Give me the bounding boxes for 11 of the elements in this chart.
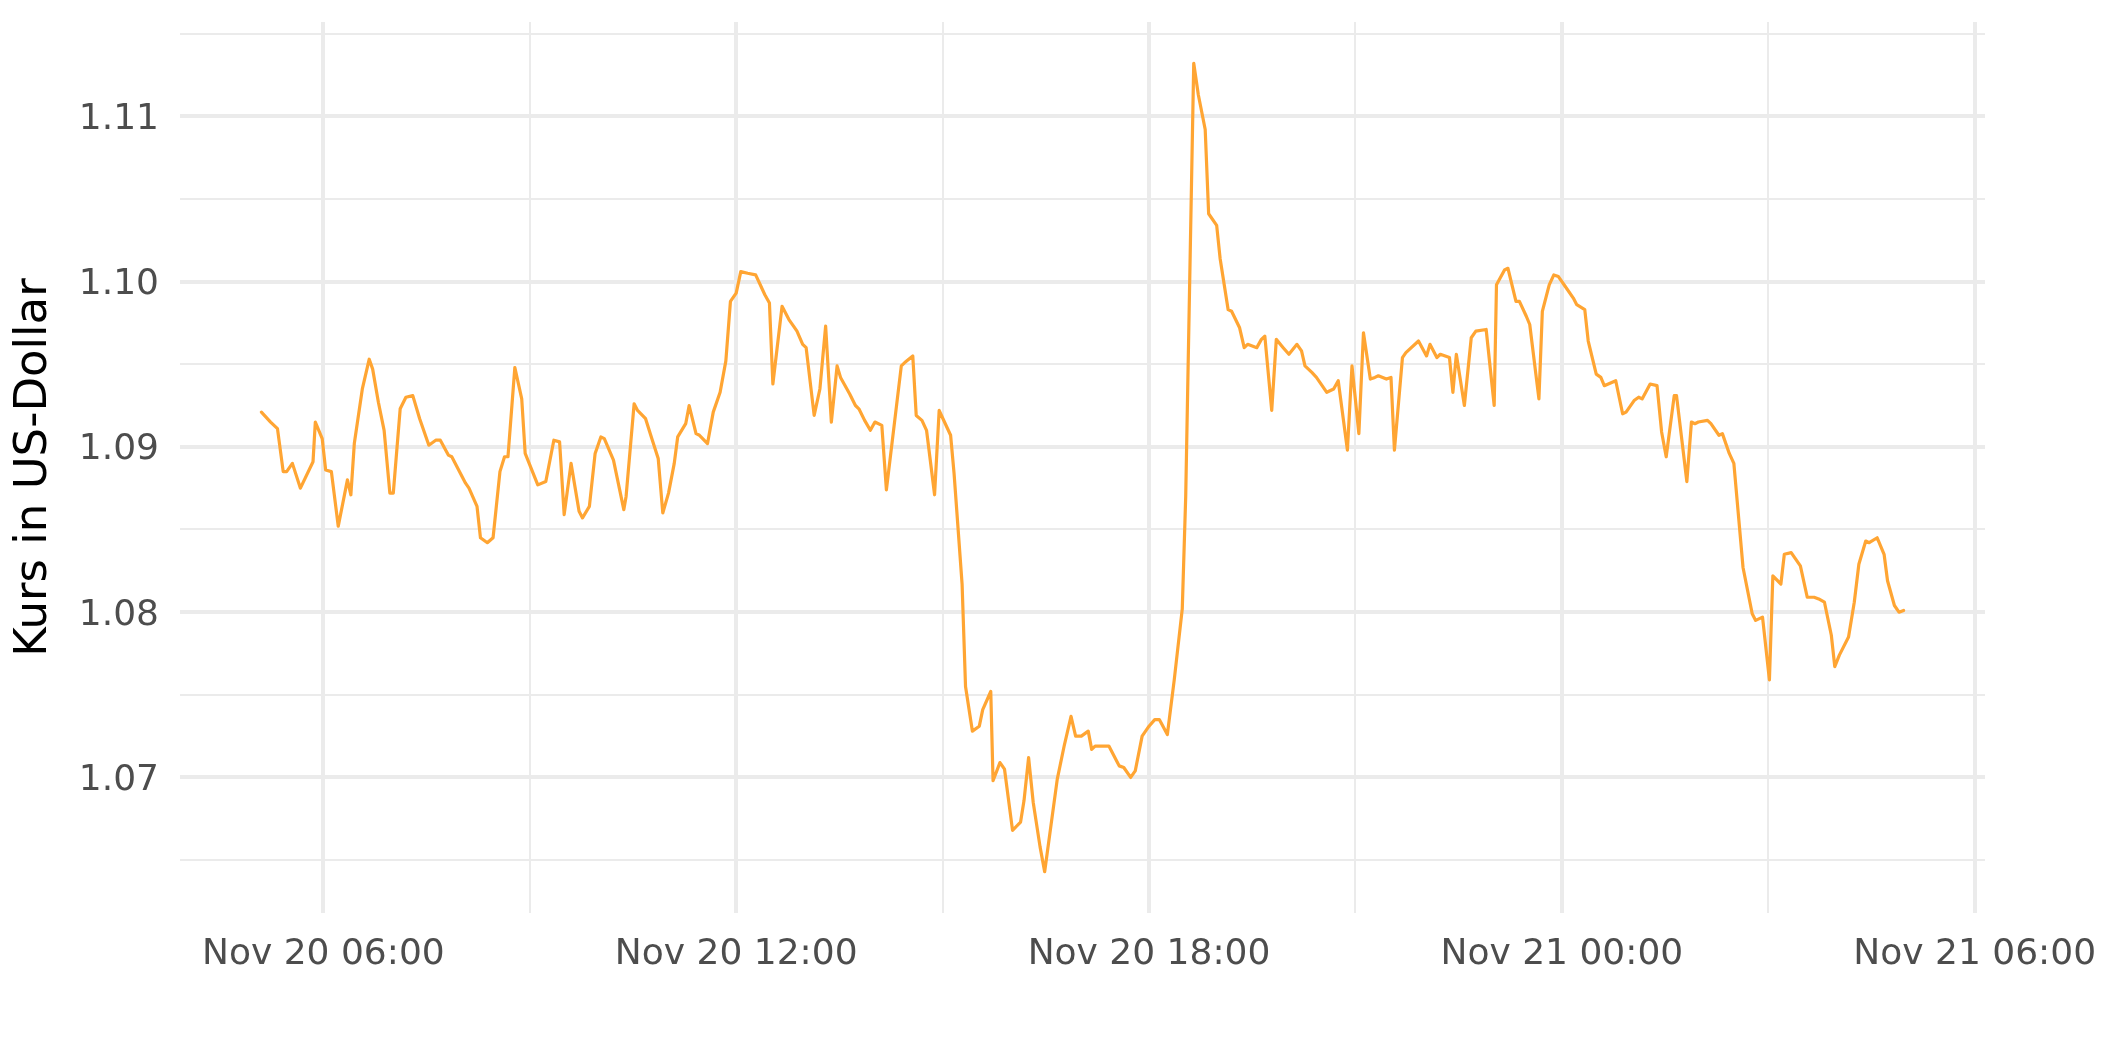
y-tick-label: 1.10 <box>78 261 159 303</box>
y-tick-label: 1.07 <box>78 757 159 799</box>
x-tick-label: Nov 20 12:00 <box>614 931 858 972</box>
y-tick-label: 1.08 <box>78 591 159 633</box>
y-tick-label: 1.11 <box>78 95 159 137</box>
x-tick-label: Nov 21 00:00 <box>1440 931 1684 972</box>
x-tick-label: Nov 21 06:00 <box>1853 931 2097 972</box>
x-tick-label: Nov 20 18:00 <box>1027 931 1271 972</box>
y-axis-title: Kurs in US-Dollar <box>3 277 57 657</box>
y-tick-label: 1.09 <box>78 426 159 468</box>
x-tick-label: Nov 20 06:00 <box>201 931 445 972</box>
